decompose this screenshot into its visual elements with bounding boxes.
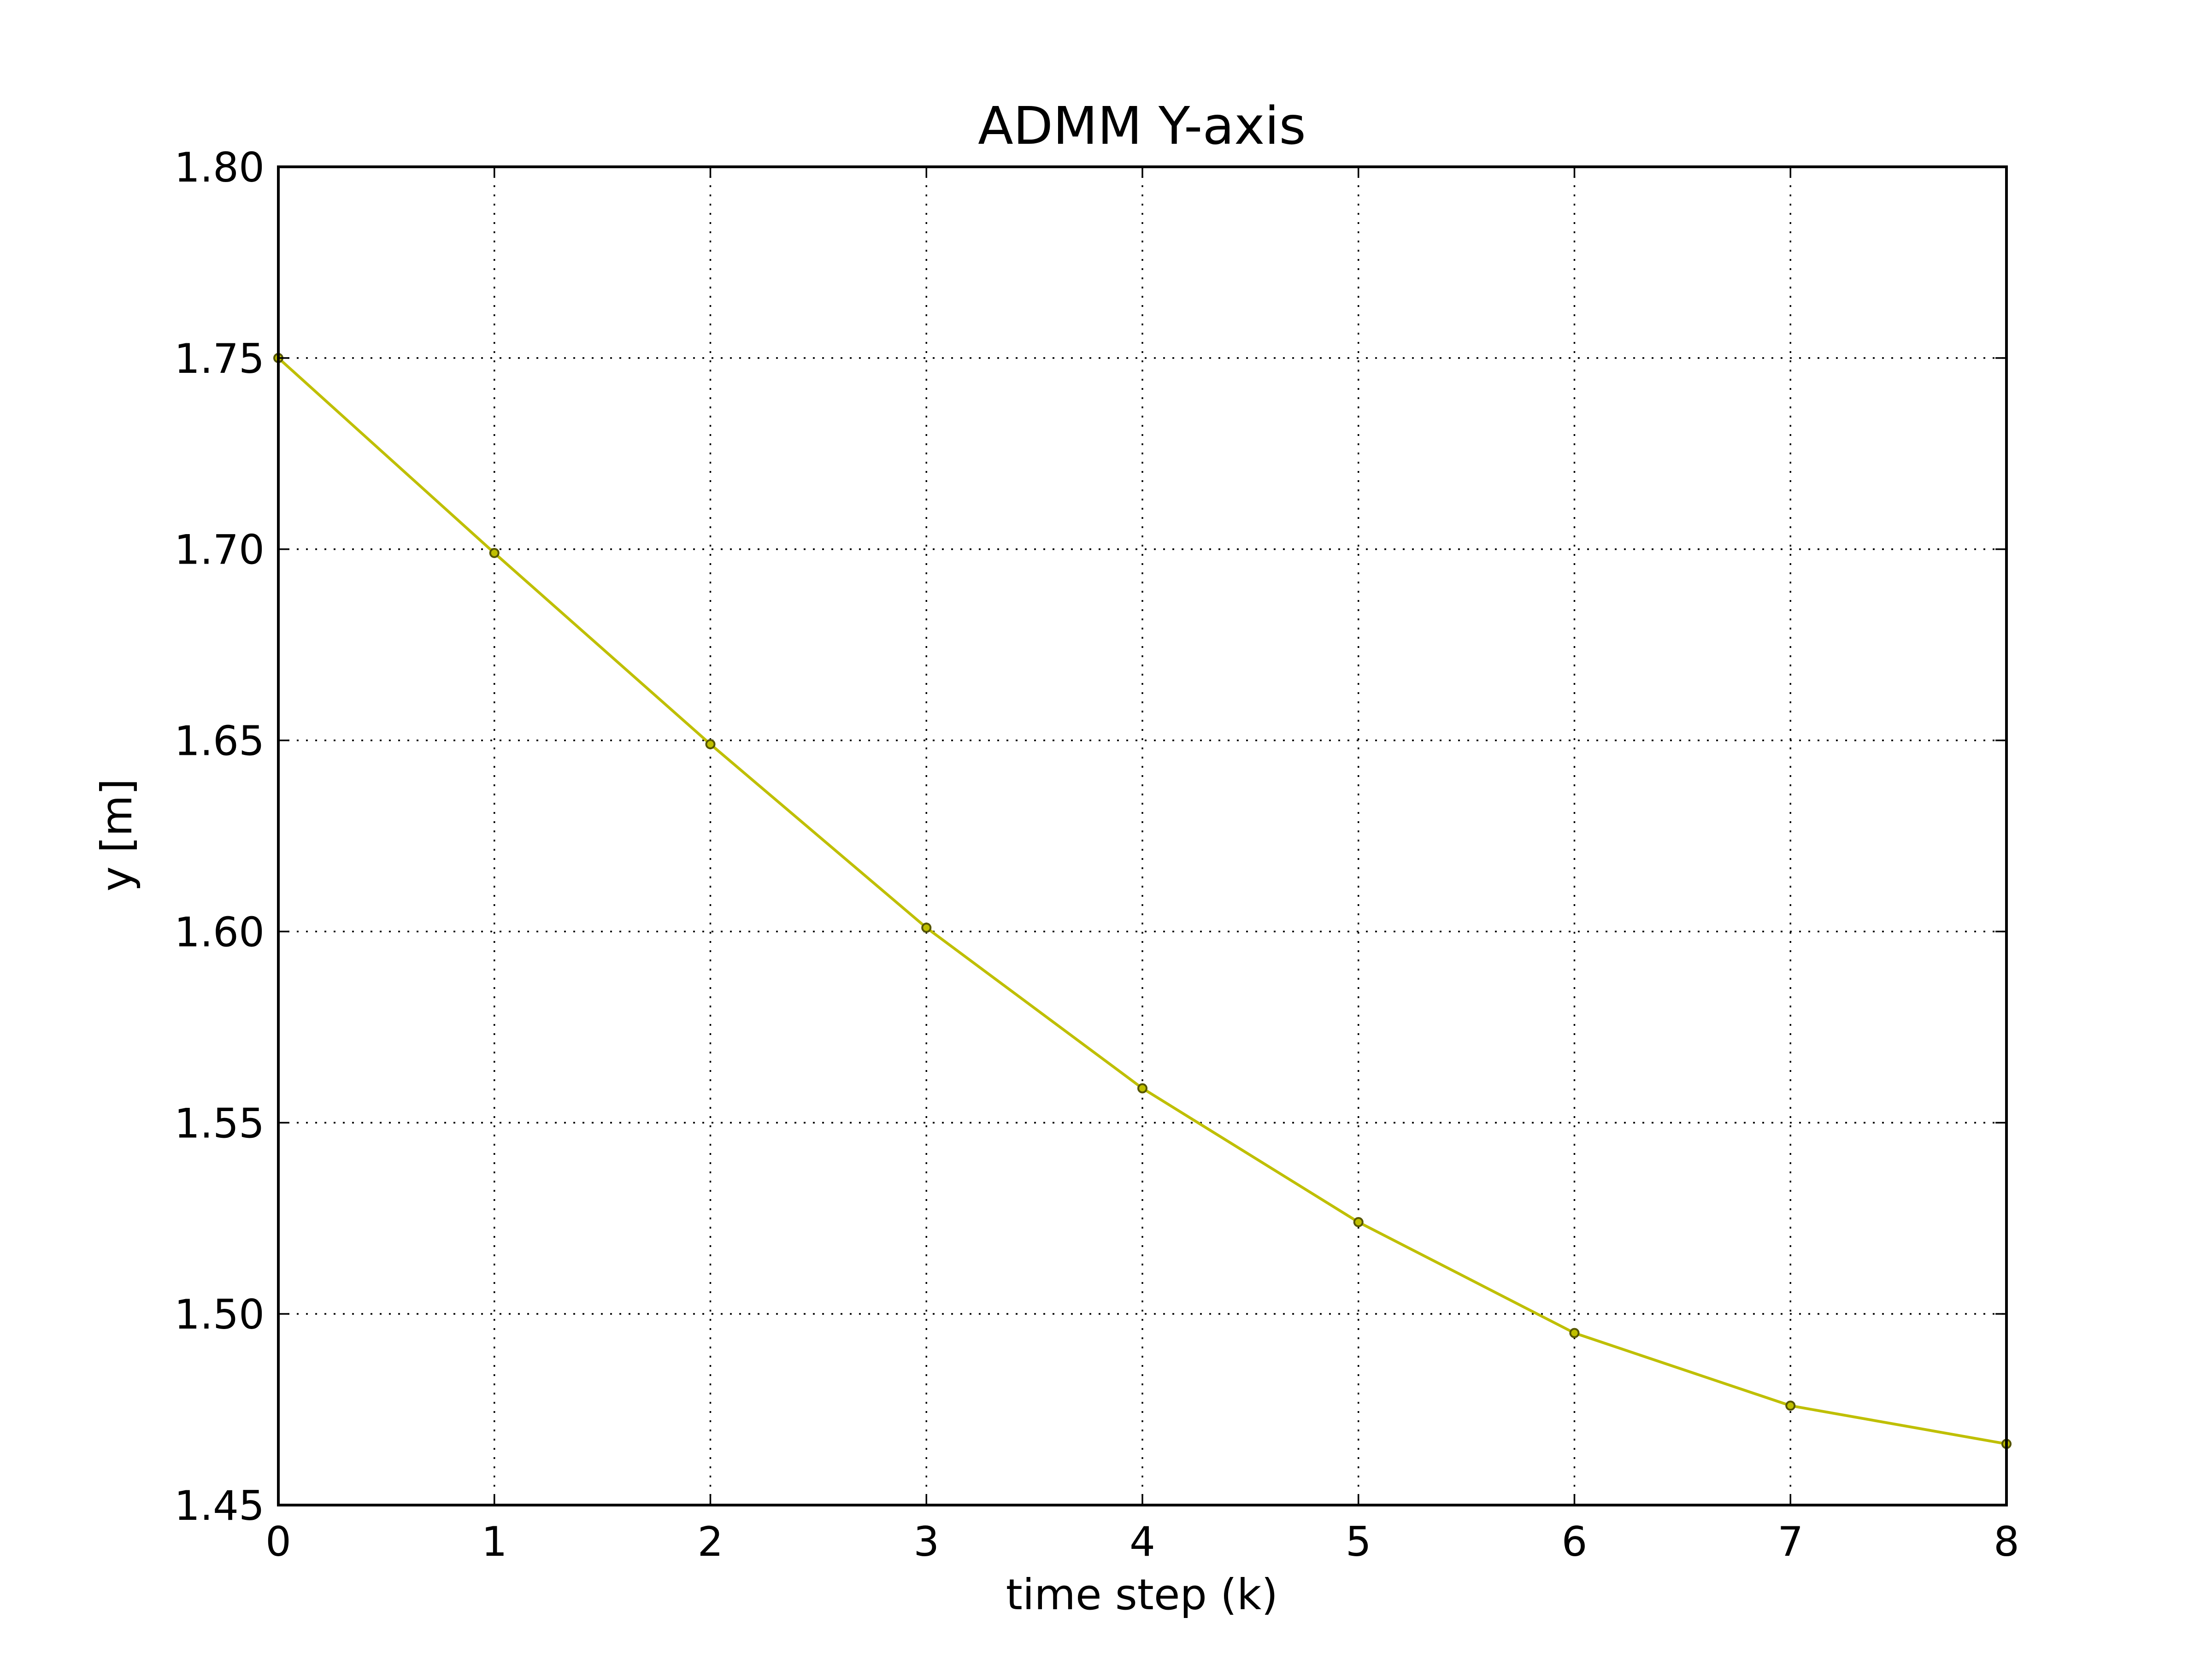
x-tick-label: 7 xyxy=(1777,1518,1803,1565)
data-point xyxy=(1569,1328,1580,1338)
data-point xyxy=(705,739,716,749)
chart-title: ADMM Y-axis xyxy=(978,96,1306,156)
data-point xyxy=(1785,1400,1796,1411)
data-point xyxy=(489,548,500,559)
y-tick-label: 1.75 xyxy=(174,335,265,382)
y-tick-label: 1.55 xyxy=(174,1100,265,1147)
x-tick-label: 8 xyxy=(1994,1518,2019,1565)
x-tick-label: 3 xyxy=(913,1518,939,1565)
y-tick-label: 1.65 xyxy=(174,718,265,765)
series-layer xyxy=(273,353,2012,1449)
x-tick-label: 0 xyxy=(265,1518,291,1565)
x-tick-label: 6 xyxy=(1562,1518,1588,1565)
grid-layer xyxy=(278,167,2006,1505)
x-tick-label: 5 xyxy=(1346,1518,1371,1565)
y-tick-label: 1.80 xyxy=(174,144,265,191)
data-point xyxy=(1137,1083,1147,1094)
y-tick-label: 1.70 xyxy=(174,526,265,574)
x-tick-label: 1 xyxy=(482,1518,507,1565)
x-tick-label: 2 xyxy=(698,1518,724,1565)
x-axis-label: time step (k) xyxy=(1006,1570,1278,1619)
y-tick-label: 1.60 xyxy=(174,908,265,956)
y-tick-label: 1.50 xyxy=(174,1291,265,1338)
data-point xyxy=(921,923,932,933)
data-point xyxy=(1353,1217,1364,1228)
y-tick-label: 1.45 xyxy=(174,1482,265,1530)
x-tick-label: 4 xyxy=(1130,1518,1155,1565)
tick-layer: 0 1 2 3 4 5 6 7 8 1.45 1.50 1.55 1.60 1.65 1.70 1.75 1.8… xyxy=(174,144,2019,1565)
y-axis-label: y [m] xyxy=(92,778,141,891)
